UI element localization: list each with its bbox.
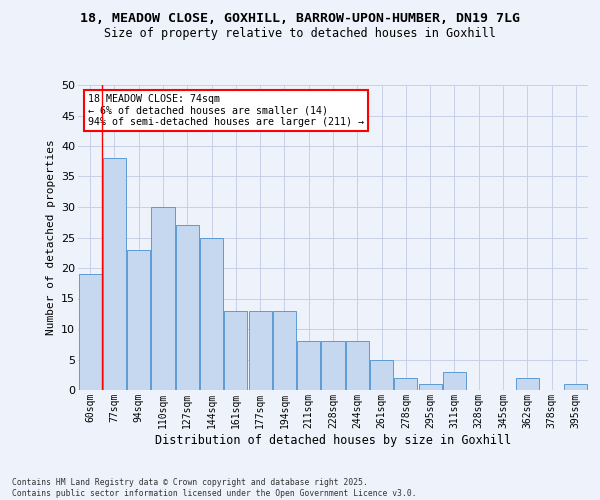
X-axis label: Distribution of detached houses by size in Goxhill: Distribution of detached houses by size … <box>155 434 511 446</box>
Text: 18, MEADOW CLOSE, GOXHILL, BARROW-UPON-HUMBER, DN19 7LG: 18, MEADOW CLOSE, GOXHILL, BARROW-UPON-H… <box>80 12 520 26</box>
Bar <box>322 341 344 390</box>
Bar <box>151 207 175 390</box>
Bar <box>273 310 296 390</box>
Bar <box>200 238 223 390</box>
Bar <box>297 341 320 390</box>
Bar <box>346 341 369 390</box>
Text: Size of property relative to detached houses in Goxhill: Size of property relative to detached ho… <box>104 28 496 40</box>
Bar <box>248 310 272 390</box>
Y-axis label: Number of detached properties: Number of detached properties <box>46 140 56 336</box>
Text: 18 MEADOW CLOSE: 74sqm
← 6% of detached houses are smaller (14)
94% of semi-deta: 18 MEADOW CLOSE: 74sqm ← 6% of detached … <box>88 94 364 128</box>
Bar <box>224 310 247 390</box>
Bar <box>565 384 587 390</box>
Bar <box>419 384 442 390</box>
Bar <box>516 378 539 390</box>
Bar <box>176 226 199 390</box>
Bar <box>443 372 466 390</box>
Bar <box>370 360 393 390</box>
Bar <box>79 274 101 390</box>
Bar <box>103 158 126 390</box>
Text: Contains HM Land Registry data © Crown copyright and database right 2025.
Contai: Contains HM Land Registry data © Crown c… <box>12 478 416 498</box>
Bar <box>394 378 418 390</box>
Bar <box>127 250 150 390</box>
